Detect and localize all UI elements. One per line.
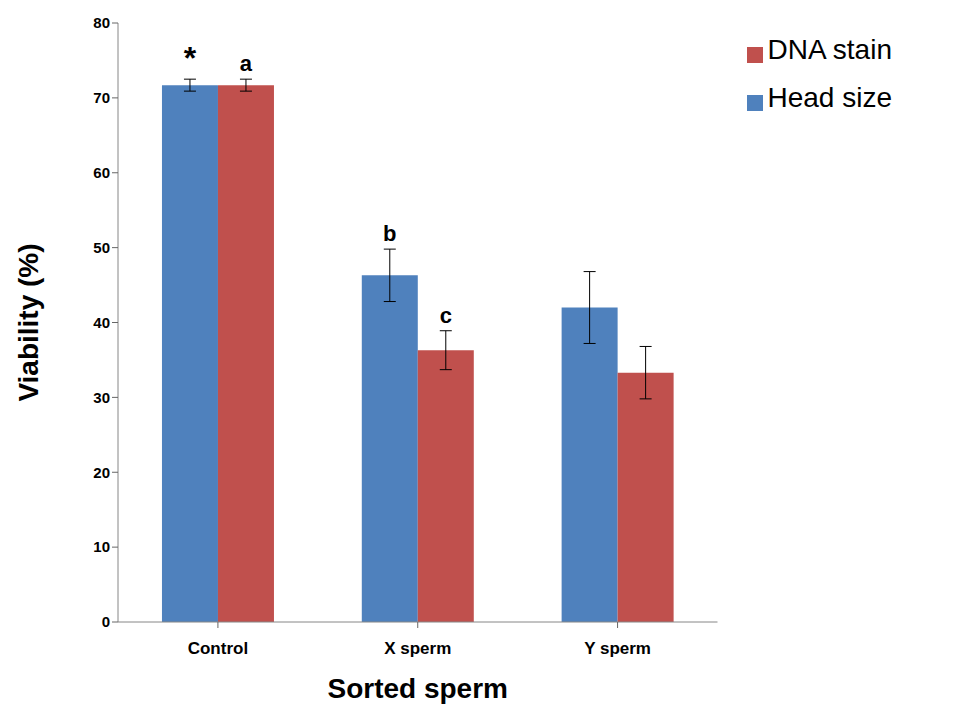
svg-text:80: 80 (93, 14, 110, 31)
svg-text:30: 30 (93, 389, 110, 406)
html-text:Head size: Head size (767, 82, 892, 113)
svg-text:60: 60 (93, 164, 110, 181)
svg-text:0: 0 (102, 613, 110, 630)
svg-text:Viability (%): Viability (%) (13, 243, 44, 401)
svg-text:c: c (440, 303, 452, 328)
svg-text:Control: Control (188, 639, 248, 658)
svg-text:40: 40 (93, 314, 110, 331)
svg-text:Y sperm: Y sperm (584, 639, 651, 658)
svg-text:a: a (240, 51, 253, 76)
svg-text:X sperm: X sperm (384, 639, 451, 658)
svg-text:20: 20 (93, 464, 110, 481)
svg-text:50: 50 (93, 239, 110, 256)
svg-text:*: * (184, 40, 197, 76)
html-text:DNA stain: DNA stain (767, 34, 892, 65)
svg-text:70: 70 (93, 89, 110, 106)
svg-text:b: b (383, 221, 396, 246)
svg-text:Sorted sperm: Sorted sperm (327, 673, 508, 704)
svg-text:10: 10 (93, 538, 110, 555)
